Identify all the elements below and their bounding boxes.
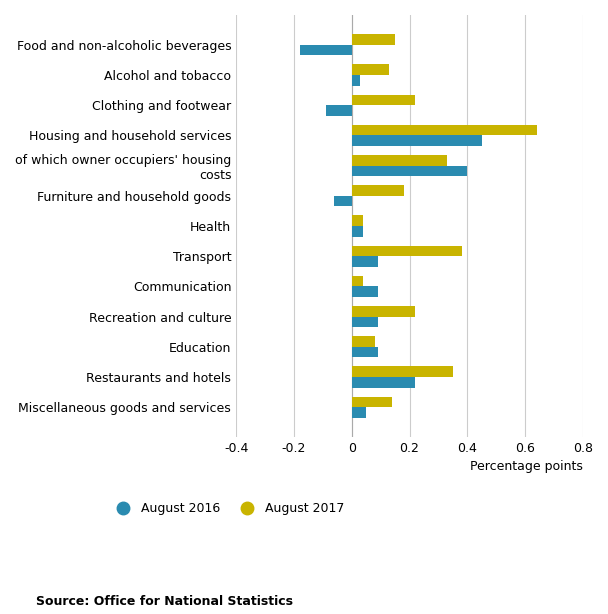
Legend: August 2016, August 2017: August 2016, August 2017 (111, 502, 344, 515)
Bar (352, 256, 378, 267)
Bar (352, 306, 415, 317)
Bar (352, 397, 392, 407)
Bar (352, 226, 364, 236)
Bar (352, 166, 468, 176)
Bar (326, 105, 352, 116)
Bar (352, 377, 415, 387)
X-axis label: Percentage points: Percentage points (470, 460, 583, 473)
Bar (352, 367, 453, 377)
Bar (352, 246, 461, 256)
Bar (352, 34, 395, 45)
Bar (352, 347, 378, 357)
Bar (352, 286, 378, 297)
Bar (352, 276, 364, 286)
Bar (334, 196, 352, 206)
Bar (352, 407, 366, 418)
Bar (352, 216, 364, 226)
Bar (352, 135, 482, 146)
Bar (352, 125, 537, 135)
Bar (352, 317, 378, 327)
Bar (352, 64, 389, 75)
Bar (352, 155, 447, 166)
Text: Source: Office for National Statistics: Source: Office for National Statistics (36, 595, 294, 608)
Bar (300, 45, 352, 55)
Bar (352, 336, 375, 347)
Bar (352, 95, 415, 105)
Bar (352, 185, 404, 196)
Bar (352, 75, 361, 85)
